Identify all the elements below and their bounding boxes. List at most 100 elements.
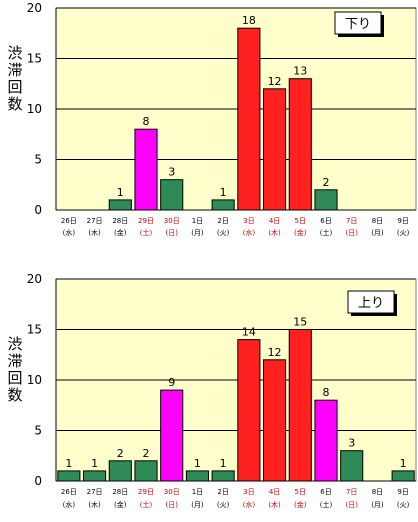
x-tick-label-dow: (土) <box>140 228 153 237</box>
x-tick-label-date: 4日 <box>269 488 280 496</box>
bar <box>160 389 184 482</box>
data-label: 18 <box>242 14 256 27</box>
bar <box>237 339 261 482</box>
x-tick-label-dow: (金) <box>114 228 127 237</box>
data-label: 8 <box>143 115 150 128</box>
y-tick-label: 5 <box>34 153 42 167</box>
x-tick-label-dow: (金) <box>294 500 307 509</box>
bar <box>185 470 209 482</box>
bar <box>314 399 338 482</box>
data-label: 2 <box>117 447 124 460</box>
x-tick-label-date: 30日 <box>164 217 180 225</box>
direction-tag-box <box>334 11 382 35</box>
data-label: 12 <box>268 75 282 88</box>
x-tick-label-date: 7日 <box>346 488 357 496</box>
bar <box>288 329 312 482</box>
bar <box>391 470 415 482</box>
x-tick-label-date: 3日 <box>243 488 254 496</box>
y-tick-label: 15 <box>27 323 42 337</box>
x-tick-label-date: 27日 <box>87 217 103 225</box>
direction-tag: 上り <box>358 296 384 311</box>
x-tick-label-date: 5日 <box>295 217 306 225</box>
y-tick-label: 5 <box>34 424 42 438</box>
chart-panel-1: 05101520渋滞回数26日(水)27日(木)128日(金)829日(土)33… <box>7 1 417 237</box>
x-tick-label-dow: (火) <box>397 229 410 237</box>
x-tick-label-dow: (日) <box>165 501 178 509</box>
y-tick-label: 0 <box>34 474 42 488</box>
bar <box>340 450 364 482</box>
direction-tag-box <box>347 290 395 314</box>
data-label: 1 <box>194 457 201 470</box>
x-tick-label-dow: (日) <box>345 229 358 237</box>
x-tick-label-date: 2日 <box>217 488 228 496</box>
bar <box>108 460 132 482</box>
bar <box>160 179 184 211</box>
x-tick-label-dow: (月) <box>371 501 384 509</box>
y-tick-label: 10 <box>27 102 42 116</box>
data-label: 13 <box>293 65 307 78</box>
x-tick-label-date: 6日 <box>320 217 331 225</box>
data-label: 2 <box>143 447 150 460</box>
data-label: 14 <box>242 326 256 339</box>
x-tick-label-dow: (月) <box>191 229 204 237</box>
x-tick-label-date: 8日 <box>372 217 383 225</box>
y-axis-label: 渋滞回数 <box>7 335 22 404</box>
x-tick-label-dow: (月) <box>191 501 204 509</box>
data-label: 1 <box>400 457 407 470</box>
x-tick-label-date: 26日 <box>61 217 77 225</box>
x-tick-label-dow: (月) <box>371 229 384 237</box>
x-tick-label-date: 2日 <box>217 217 228 225</box>
x-tick-label-date: 4日 <box>269 217 280 225</box>
x-tick-label-date: 30日 <box>164 488 180 496</box>
bar <box>314 189 338 211</box>
x-tick-label-dow: (土) <box>320 228 333 237</box>
x-tick-label-date: 29日 <box>138 217 154 225</box>
y-tick-label: 15 <box>27 52 42 66</box>
direction-tag: 下り <box>345 17 371 32</box>
bar <box>134 128 158 211</box>
y-tick-label: 10 <box>27 373 42 387</box>
data-label: 9 <box>168 376 175 389</box>
x-tick-label-dow: (水) <box>63 228 76 237</box>
x-tick-label-date: 8日 <box>372 488 383 496</box>
data-label: 1 <box>220 457 227 470</box>
y-tick-label: 20 <box>27 1 42 15</box>
bar <box>211 470 235 482</box>
x-tick-label-dow: (日) <box>345 501 358 509</box>
x-tick-label-dow: (火) <box>397 501 410 509</box>
x-tick-label-dow: (木) <box>88 500 101 509</box>
y-axis-label: 渋滞回数 <box>7 44 22 113</box>
data-label: 1 <box>65 457 72 470</box>
x-tick-label-dow: (火) <box>217 229 230 237</box>
x-tick-label-date: 26日 <box>61 488 77 496</box>
bar <box>108 199 132 211</box>
x-tick-label-dow: (水) <box>243 228 256 237</box>
x-tick-label-date: 5日 <box>295 488 306 496</box>
chart-panel-2: 05101520渋滞回数126日(水)127日(木)228日(金)229日(土)… <box>7 272 417 509</box>
data-label: 1 <box>117 186 124 199</box>
data-label: 1 <box>220 186 227 199</box>
x-tick-label-dow: (土) <box>320 500 333 509</box>
x-tick-label-dow: (火) <box>217 501 230 509</box>
x-tick-label-date: 3日 <box>243 217 254 225</box>
x-tick-label-date: 6日 <box>320 488 331 496</box>
data-label: 15 <box>293 316 307 329</box>
x-tick-label-dow: (金) <box>294 228 307 237</box>
bar <box>263 88 287 211</box>
x-tick-label-date: 28日 <box>112 217 128 225</box>
data-label: 8 <box>323 386 330 399</box>
data-label: 2 <box>323 176 330 189</box>
x-tick-label-date: 9日 <box>397 488 408 496</box>
y-tick-label: 20 <box>27 272 42 286</box>
data-label: 3 <box>348 437 355 450</box>
x-tick-label-dow: (金) <box>114 500 127 509</box>
x-tick-label-dow: (土) <box>140 500 153 509</box>
bar <box>83 470 107 482</box>
data-label: 12 <box>268 346 282 359</box>
x-tick-label-date: 28日 <box>112 488 128 496</box>
data-label: 1 <box>91 457 98 470</box>
bar <box>237 27 261 211</box>
x-tick-label-dow: (木) <box>268 500 281 509</box>
y-tick-label: 0 <box>34 203 42 217</box>
x-tick-label-date: 7日 <box>346 217 357 225</box>
